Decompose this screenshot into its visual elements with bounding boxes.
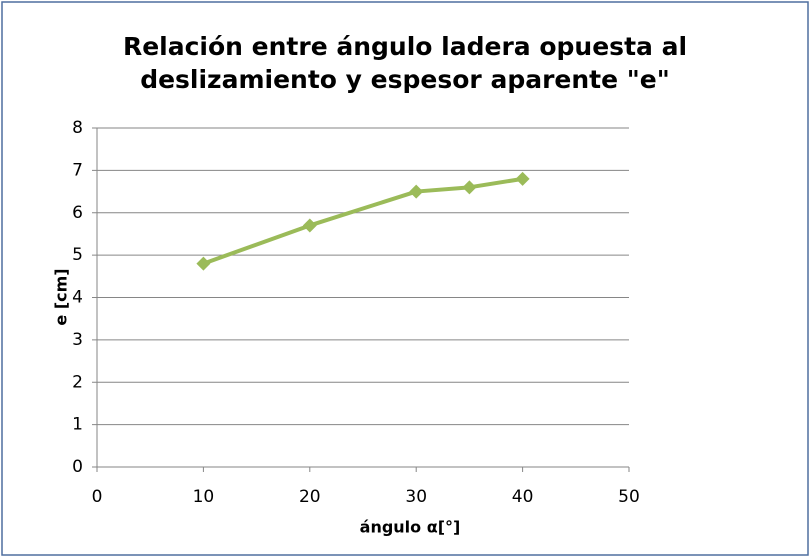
x-tick-label: 40	[512, 487, 534, 507]
y-tick-label: 6	[72, 203, 83, 223]
data-point	[462, 180, 477, 195]
data-point	[302, 218, 317, 233]
y-tick-label: 7	[72, 160, 83, 180]
y-axis-title: e [cm]	[52, 268, 71, 325]
y-tick-label: 2	[72, 372, 83, 392]
x-axis-title: ángulo α[°]	[360, 518, 461, 537]
y-tick-label: 0	[72, 457, 83, 477]
data-point	[196, 256, 211, 271]
y-tick-label: 3	[72, 330, 83, 350]
y-tick-label: 5	[72, 245, 83, 265]
y-tick-label: 8	[72, 118, 83, 138]
data-point	[409, 184, 424, 199]
x-tick-label: 50	[618, 487, 640, 507]
y-tick-label: 4	[72, 288, 83, 308]
data-point	[515, 171, 530, 186]
chart-title: Relación entre ángulo ladera opuesta al …	[122, 32, 688, 94]
x-tick-label: 20	[299, 487, 321, 507]
x-tick-label: 0	[92, 487, 103, 507]
data-line	[202, 176, 523, 266]
y-tick-label: 1	[72, 415, 83, 435]
x-tick-label: 10	[193, 487, 215, 507]
x-tick-label: 30	[405, 487, 427, 507]
